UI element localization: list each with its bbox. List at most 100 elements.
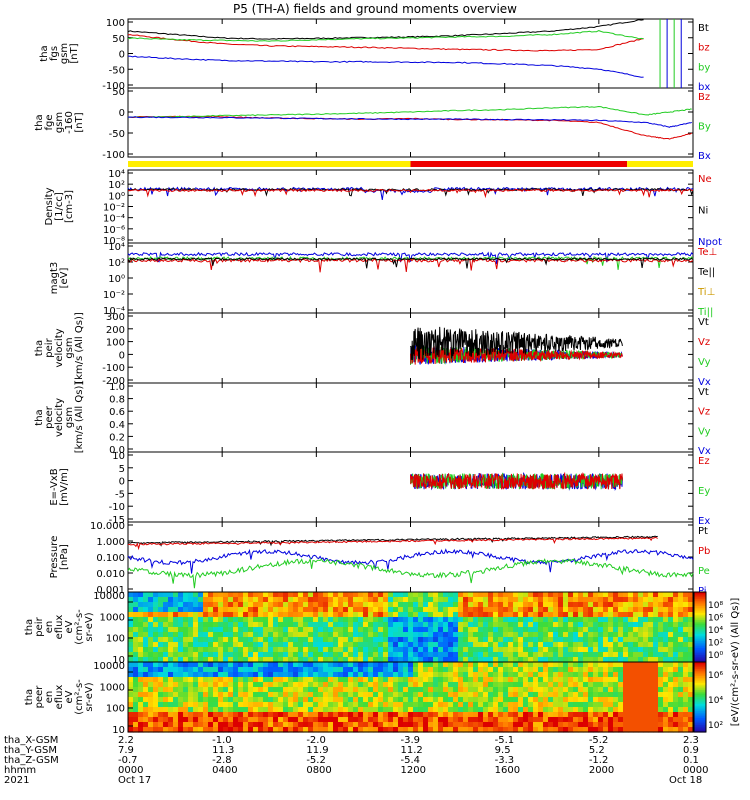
legend-entry: Ey bbox=[698, 486, 710, 497]
panel-frame bbox=[127, 382, 694, 453]
spectrogram-1 bbox=[128, 592, 694, 663]
y-tick-label: 100 bbox=[106, 704, 125, 715]
y-axis-label: gsm bbox=[59, 43, 70, 64]
y-axis-label: fgs bbox=[49, 46, 60, 61]
legend-entry: Vt bbox=[698, 387, 709, 398]
footer-value: -1.2 bbox=[588, 755, 609, 766]
y-tick-label: -10 bbox=[109, 502, 125, 513]
y-axis-label: velocity bbox=[54, 328, 65, 367]
footer-value: 0800 bbox=[306, 765, 332, 776]
y-axis-label: E=-VxB bbox=[49, 468, 60, 505]
legend-entry: Vt bbox=[698, 317, 709, 328]
footer-value: -2.8 bbox=[212, 755, 232, 766]
series-line-by bbox=[127, 30, 644, 42]
velocity-trace bbox=[410, 345, 623, 365]
series-line-Bt bbox=[127, 19, 644, 40]
mode-bar-slow bbox=[128, 161, 411, 167]
panel-8: 10.000 1.000 0.100 0.010 0.001 Pressure [nPa] P… bbox=[49, 521, 710, 597]
panel-6: 1.0 0.80.6 0.40.2 0.0 tha peer velocity gsm [km/… bbox=[34, 382, 711, 457]
colorbar-tick-label: 10⁶ bbox=[708, 614, 723, 624]
y-axis-label: sr-eV) bbox=[84, 682, 95, 711]
y-axis-label: (cm²-s- bbox=[74, 609, 85, 645]
y-axis-label: tha bbox=[34, 409, 45, 425]
y-tick-label: -100 bbox=[102, 150, 125, 161]
legend-entry: Ne bbox=[698, 174, 712, 185]
y-axis-label: Density bbox=[44, 187, 55, 225]
colorbar-tick-label: 10⁶ bbox=[708, 671, 723, 681]
y-axis-label: peir bbox=[34, 616, 45, 636]
y-tick-label: 10⁴ bbox=[108, 242, 125, 253]
footer-value: -5.4 bbox=[400, 755, 421, 766]
y-tick-label: 0 bbox=[119, 50, 125, 61]
y-tick-label: 10 bbox=[112, 655, 125, 666]
footer-value: 2000 bbox=[588, 765, 615, 776]
footer-value: 5.2 bbox=[588, 745, 605, 756]
y-tick-label: 50 bbox=[112, 87, 125, 98]
y-tick-label: 0.4 bbox=[109, 420, 125, 431]
legend-entry: Vz bbox=[698, 337, 710, 348]
y-tick-label: 10⁻² bbox=[103, 290, 125, 301]
footer-value: -3.3 bbox=[494, 755, 515, 766]
y-axis-label: gsm bbox=[64, 407, 75, 428]
y-axis-label: gsm bbox=[64, 337, 75, 358]
y-axis-label: eV bbox=[64, 620, 75, 633]
y-tick-label: 0 bbox=[119, 350, 125, 361]
spectrogram-2 bbox=[128, 662, 694, 733]
legend-entry: Npot bbox=[698, 237, 722, 248]
legend-entry: Bt bbox=[698, 23, 709, 34]
y-tick-label: -50 bbox=[109, 65, 125, 76]
legend-entry: Pe bbox=[698, 566, 710, 577]
colorbar-tick-label: 10² bbox=[708, 721, 723, 731]
footer-value: -1.0 bbox=[212, 735, 232, 746]
y-axis-label: velocity bbox=[54, 398, 65, 437]
footer-value: 9.5 bbox=[494, 745, 511, 756]
y-tick-label: -100 bbox=[102, 81, 125, 92]
y-axis-label: [nT] bbox=[69, 43, 80, 63]
y-tick-label: 10² bbox=[108, 180, 125, 191]
y-tick-label: 10⁻⁴ bbox=[103, 214, 125, 225]
y-tick-label: 10 bbox=[112, 725, 125, 736]
footer-value: 1600 bbox=[494, 765, 521, 776]
y-axis-label: [nT] bbox=[74, 112, 85, 132]
footer-value: 7.9 bbox=[118, 745, 134, 756]
mode-bar-fast bbox=[410, 161, 628, 167]
y-axis-label: tha bbox=[34, 340, 45, 356]
legend-entry: Vx bbox=[698, 377, 711, 388]
y-tick-label: 0.8 bbox=[109, 395, 125, 406]
y-tick-label: 10² bbox=[108, 258, 125, 269]
y-tick-label: 1000 bbox=[100, 612, 125, 623]
legend-entry: By bbox=[698, 122, 711, 133]
series-line-Bz bbox=[127, 115, 693, 140]
y-axis-label: sr-eV) bbox=[84, 612, 95, 641]
legend-entry: bz bbox=[698, 43, 710, 54]
colorbar-label: [eV/(cm²-s-sr-eV) (All Qs)] bbox=[730, 598, 741, 727]
legend-entry: Vx bbox=[698, 446, 711, 457]
footer-value: 2.2 bbox=[118, 735, 134, 746]
y-axis-label: eflux bbox=[54, 615, 65, 640]
y-tick-label: 5 bbox=[119, 464, 125, 475]
footer-value: -5.1 bbox=[494, 735, 515, 746]
panel-1: 100 50 0 -50 -100 tha fgs gsm [nT] Bt bz by bx bbox=[39, 18, 710, 93]
y-tick-label: 10⁴ bbox=[108, 169, 125, 180]
colorbar-ion: 10⁸ 10⁶ 10⁴ 10² 10⁰ bbox=[693, 591, 723, 663]
y-axis-label: en bbox=[44, 621, 55, 634]
legend-entry: by bbox=[698, 62, 710, 73]
footer-value: 0400 bbox=[212, 765, 238, 776]
footer-value: 1200 bbox=[400, 765, 426, 776]
y-axis-label: [eV] bbox=[59, 268, 70, 289]
legend-entry: Bx bbox=[698, 151, 711, 162]
colorbar-frame bbox=[693, 661, 707, 733]
y-axis-label: [mV/m] bbox=[59, 468, 70, 506]
series-line-Pt bbox=[127, 535, 658, 547]
y-tick-label: 0.100 bbox=[96, 553, 125, 564]
y-axis-label: [nPa] bbox=[59, 544, 70, 570]
legend-entry: Pb bbox=[698, 546, 710, 557]
y-axis-label: en bbox=[44, 691, 55, 704]
legend-entry: Vy bbox=[698, 426, 711, 437]
y-tick-label: 0 bbox=[119, 108, 125, 119]
panel-frame bbox=[127, 169, 694, 244]
y-tick-label: 10.000 bbox=[90, 521, 125, 532]
series-line-Ti bbox=[127, 251, 694, 265]
y-axis-label: [km/s (All Qs)] bbox=[74, 382, 85, 454]
y-axis-label: Pressure bbox=[49, 536, 60, 579]
